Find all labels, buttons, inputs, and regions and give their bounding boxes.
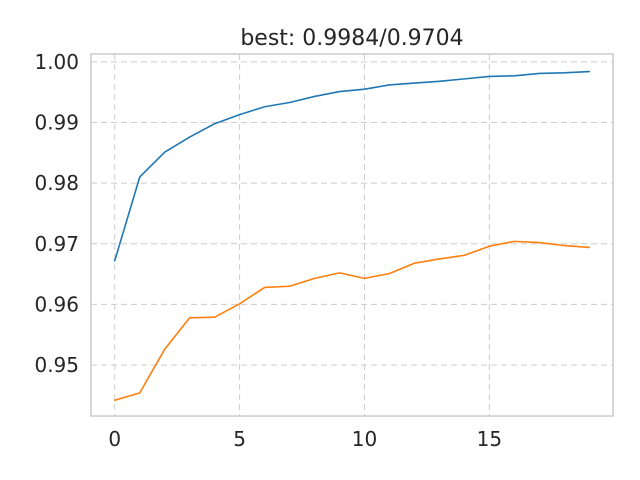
x-tick-label: 15 xyxy=(477,427,502,451)
series-line-1 xyxy=(113,70,591,262)
y-tick-label: 1.00 xyxy=(34,50,79,74)
y-axis-ticks: 0.95 0.96 0.97 0.98 0.99 1.00 xyxy=(34,50,79,377)
x-tick-label: 10 xyxy=(352,427,377,451)
plot-frame xyxy=(90,53,614,417)
y-tick-label: 0.97 xyxy=(34,232,79,256)
x-tick-label: 5 xyxy=(233,427,246,451)
x-tick-label: 0 xyxy=(108,427,121,451)
y-tick-label: 0.95 xyxy=(34,353,79,377)
series-layer xyxy=(113,70,591,402)
x-axis-ticks: 0 5 10 15 xyxy=(108,427,502,451)
y-tick-label: 0.96 xyxy=(34,292,79,316)
series-line-2 xyxy=(113,240,591,402)
chart-title: best: 0.9984/0.9704 xyxy=(240,26,463,51)
y-tick-label: 0.98 xyxy=(34,171,79,195)
grid-layer xyxy=(91,54,613,416)
y-tick-label: 0.99 xyxy=(34,111,79,135)
